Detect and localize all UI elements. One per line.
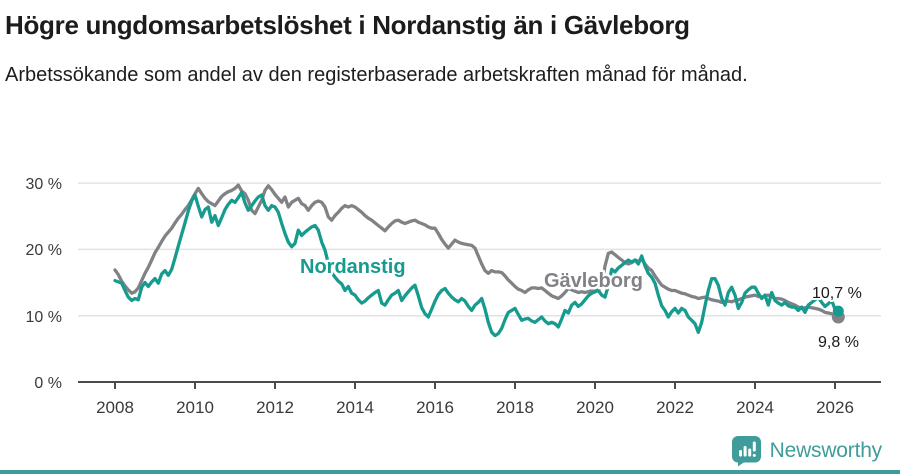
line-chart: 30 % 20 % 10 % 0 % 2008 2010 2012 2014 2… [26,176,881,417]
y-axis-label-30: 30 % [26,176,62,193]
series-line-gävleborg [113,183,840,319]
x-axis-label-2008: 2008 [96,398,134,417]
x-axis [78,381,881,389]
newsworthy-logo-icon [731,436,761,466]
chart-subtitle: Arbetssökande som andel av den registerb… [5,63,748,86]
series-label-gavleborg: Gävleborg [544,270,643,292]
y-axis-label-0: 0 % [34,375,62,392]
x-axis-label-2024: 2024 [736,398,774,417]
x-axis-label-2022: 2022 [656,398,694,417]
gridlines [78,182,881,317]
series-label-nordanstig: Nordanstig [300,256,406,278]
newsworthy-brand-text: Newsworthy [769,438,883,462]
page-title: Högre ungdomsarbetslöshet i Nordanstig ä… [5,10,690,40]
end-dot-nordanstig [832,305,844,317]
x-axis-label-2012: 2012 [256,398,294,417]
newsworthy-logo[interactable]: Newsworthy [731,435,882,466]
end-dots [831,305,845,324]
x-axis-label-2016: 2016 [416,398,454,417]
x-axis-label-2014: 2014 [336,398,374,417]
x-axis-label-2018: 2018 [496,398,534,417]
end-value-nordanstig: 10,7 % [812,285,862,302]
series-lines [113,183,840,338]
x-axis-label-2026: 2026 [816,398,854,417]
y-axis-label-20: 20 % [26,242,62,259]
bottom-accent-bar [0,470,900,474]
x-axis-label-2010: 2010 [176,398,214,417]
chart-header: Högre ungdomsarbetslöshet i Nordanstig ä… [0,0,900,89]
series-line-nordanstig [113,190,840,338]
end-value-gavleborg: 9,8 % [818,334,859,351]
x-axis-label-2020: 2020 [576,398,614,417]
y-axis-label-10: 10 % [26,309,62,326]
